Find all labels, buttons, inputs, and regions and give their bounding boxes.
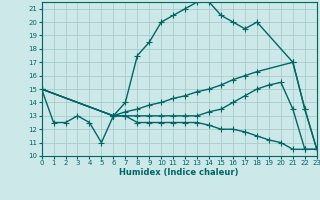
X-axis label: Humidex (Indice chaleur): Humidex (Indice chaleur) [119,168,239,177]
